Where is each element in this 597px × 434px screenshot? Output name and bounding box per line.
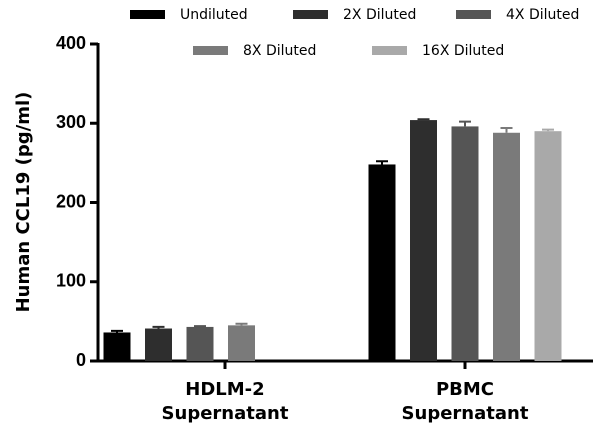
legend-label: 8X Diluted	[243, 43, 316, 59]
legend-swatch	[456, 10, 491, 19]
y-tick-label: 400	[56, 33, 86, 53]
y-axis-label: Human CCL19 (pg/ml)	[13, 92, 34, 313]
x-tick-label: HDLM-2	[185, 379, 264, 400]
bar	[145, 328, 172, 361]
y-tick-label: 100	[56, 271, 86, 291]
y-tick-label: 300	[56, 112, 86, 132]
bar	[410, 120, 437, 361]
bar	[228, 325, 255, 361]
error-bar	[542, 128, 554, 132]
legend-label: 16X Diluted	[422, 43, 504, 59]
error-bar	[194, 325, 206, 328]
error-bar	[417, 118, 430, 121]
y-tick-label: 200	[56, 191, 86, 211]
legend-swatch	[193, 46, 228, 55]
bar	[493, 132, 520, 361]
error-bar	[111, 329, 123, 333]
y-tick-label: 0	[76, 350, 86, 370]
x-tick-label: Supernatant	[402, 403, 529, 424]
legend-label: Undiluted	[180, 7, 248, 23]
error-bar	[376, 160, 388, 165]
legend-label: 2X Diluted	[343, 7, 416, 23]
legend-swatch	[372, 46, 407, 55]
bar	[451, 126, 479, 361]
bar	[103, 332, 131, 361]
bar	[368, 164, 396, 361]
legend-swatch	[130, 10, 165, 19]
x-tick-label: PBMC	[436, 379, 494, 400]
legend-label: 4X Diluted	[506, 7, 579, 23]
error-bar	[459, 120, 471, 127]
x-tick-label: Supernatant	[162, 403, 289, 424]
error-bar	[500, 127, 513, 133]
error-bar	[152, 325, 165, 329]
bar	[186, 326, 214, 361]
legend-swatch	[293, 10, 328, 19]
bar	[534, 131, 562, 361]
error-bar	[235, 322, 248, 326]
